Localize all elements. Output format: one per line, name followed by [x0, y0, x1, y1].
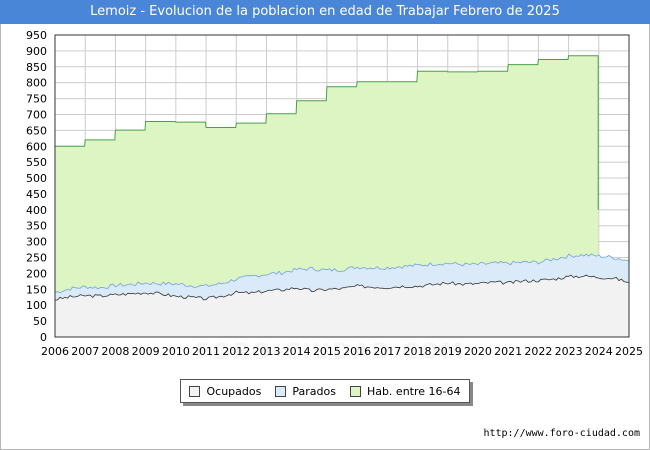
- legend-swatch-hab: [349, 385, 361, 397]
- x-tick-label-2017: 2017: [373, 345, 401, 358]
- y-tick-label-100: 100: [26, 299, 47, 312]
- y-tick-label-150: 150: [26, 283, 47, 296]
- legend-swatch-parados: [275, 385, 287, 397]
- legend-swatch-ocupados: [189, 385, 201, 397]
- plot-border: [54, 34, 630, 338]
- y-tick-label-700: 700: [26, 108, 47, 121]
- y-tick-label-600: 600: [26, 140, 47, 153]
- parados-line: [54, 253, 630, 294]
- y-tick-label-300: 300: [26, 236, 47, 249]
- y-tick-label-650: 650: [26, 124, 47, 137]
- legend-item-hab: Hab. entre 16-64: [349, 384, 461, 398]
- x-tick-label-2007: 2007: [71, 345, 99, 358]
- y-tick-label-850: 850: [26, 61, 47, 74]
- x-tick-label-2024: 2024: [585, 345, 613, 358]
- x-tick-label-2015: 2015: [313, 345, 341, 358]
- x-tick-label-2014: 2014: [283, 345, 311, 358]
- x-tick-label-2023: 2023: [555, 345, 583, 358]
- y-tick-label-750: 750: [26, 93, 47, 106]
- x-tick-label-2008: 2008: [101, 345, 129, 358]
- source-url: http://www.foro-ciudad.com: [483, 428, 640, 439]
- legend-item-ocupados: Ocupados: [189, 385, 261, 398]
- x-tick-label-2013: 2013: [252, 345, 280, 358]
- y-tick-label-400: 400: [26, 204, 47, 217]
- x-tick-label-2011: 2011: [192, 345, 220, 358]
- y-tick-label-250: 250: [26, 252, 47, 265]
- y-tick-label-0: 0: [40, 331, 47, 344]
- ocupados-area: [55, 275, 629, 337]
- x-tick-label-2006: 2006: [41, 345, 69, 358]
- legend-item-parados: Parados: [275, 385, 336, 398]
- y-tick-label-950: 950: [26, 29, 47, 42]
- ocupados-line: [55, 274, 630, 301]
- x-tick-label-2010: 2010: [162, 345, 190, 358]
- y-tick-label-900: 900: [26, 45, 47, 58]
- y-tick-label-500: 500: [26, 172, 47, 185]
- chart-title: Lemoiz - Evolucion de la poblacion en ed…: [0, 0, 650, 24]
- y-tick-label-550: 550: [26, 156, 47, 169]
- y-tick-label-800: 800: [26, 77, 47, 90]
- x-tick-label-2012: 2012: [222, 345, 250, 358]
- y-tick-label-200: 200: [26, 267, 47, 280]
- legend-label-parados: Parados: [292, 384, 336, 398]
- x-tick-label-2021: 2021: [494, 345, 522, 358]
- watermark: FORO-CIUDAD.COM: [130, 340, 530, 365]
- x-tick-label-2025: 2025: [615, 345, 643, 358]
- x-tick-label-2022: 2022: [524, 345, 552, 358]
- legend-label-ocupados: Ocupados: [206, 384, 262, 398]
- x-tick-label-2018: 2018: [404, 345, 432, 358]
- y-tick-label-350: 350: [26, 220, 47, 233]
- y-tick-label-50: 50: [33, 315, 47, 328]
- chart-legend: Ocupados Parados Hab. entre 16-64: [180, 379, 470, 403]
- x-tick-label-2020: 2020: [464, 345, 492, 358]
- y-tick-label-450: 450: [26, 188, 47, 201]
- x-tick-label-2016: 2016: [343, 345, 371, 358]
- x-tick-label-2019: 2019: [434, 345, 462, 358]
- hab-line: [55, 55, 599, 210]
- legend-label-hab: Hab. entre 16-64: [366, 384, 461, 398]
- x-tick-label-2009: 2009: [132, 345, 160, 358]
